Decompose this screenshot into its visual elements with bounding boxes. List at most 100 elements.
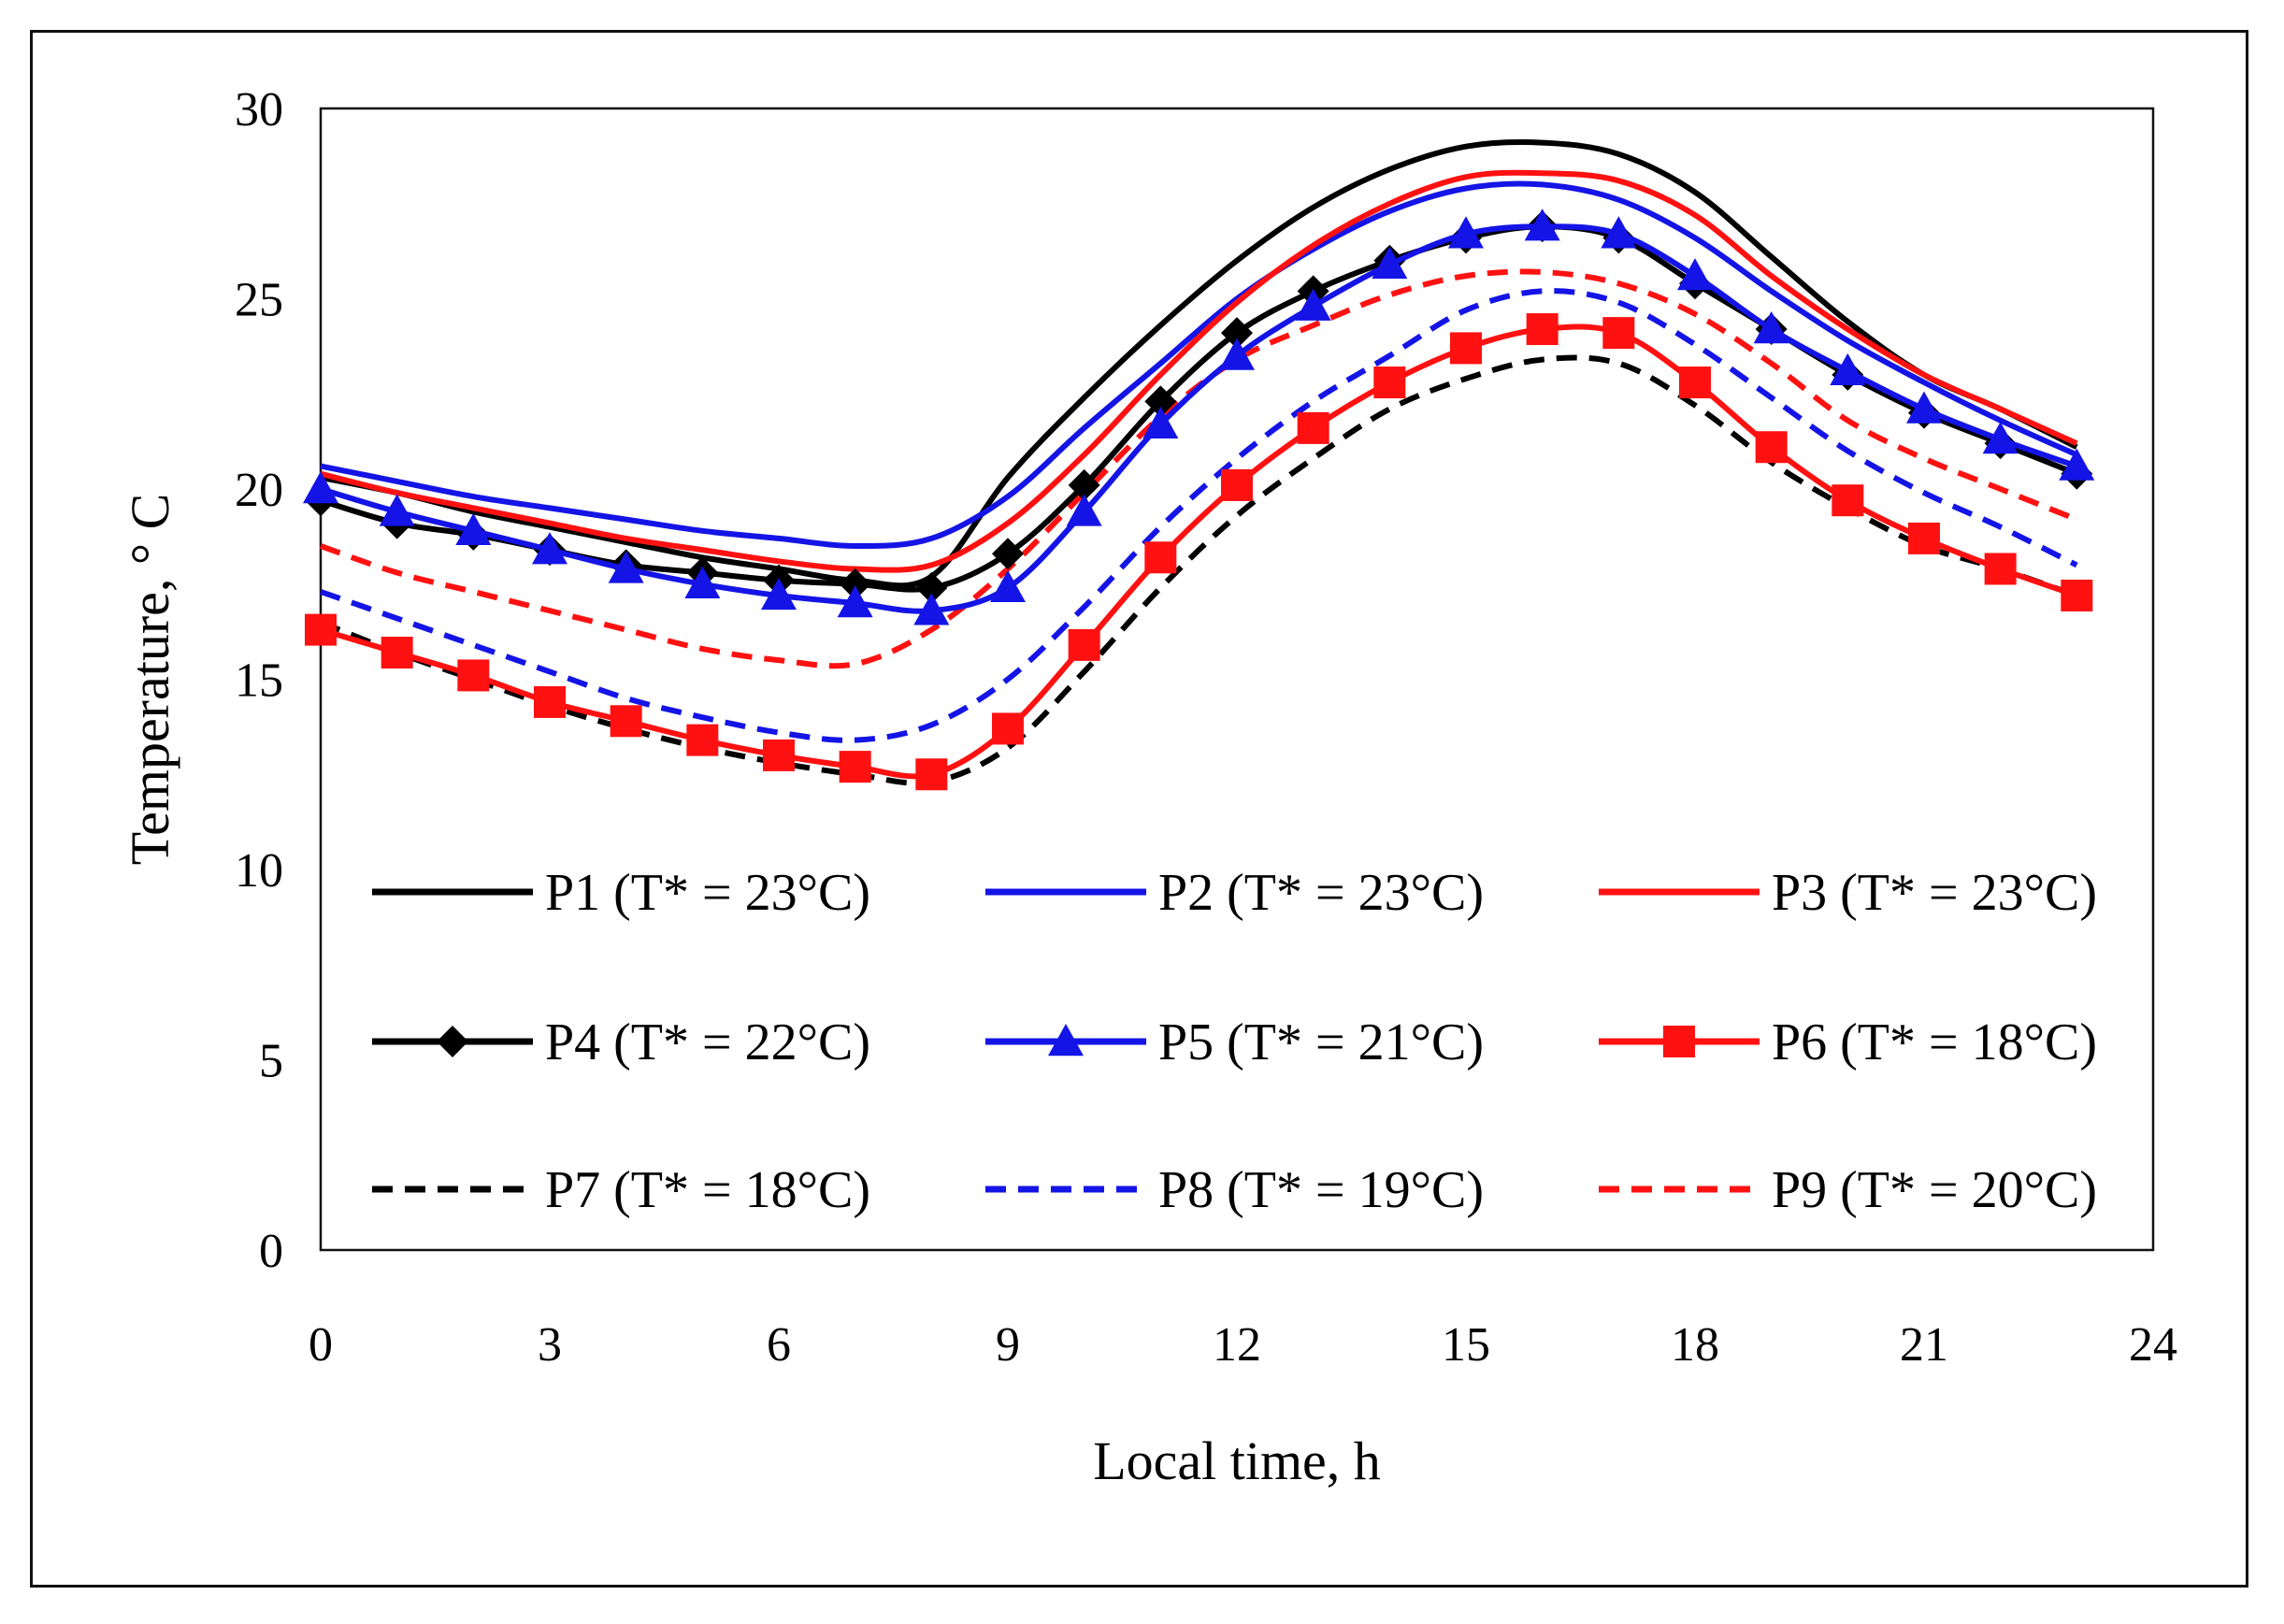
series-p1: [320, 139, 2078, 589]
legend-entry-p7: P7 (T* = 18°C): [372, 1161, 870, 1219]
series-p6-point: [1526, 313, 1559, 346]
series-p4-point: [915, 571, 948, 604]
series-p6-point: [381, 637, 413, 669]
y-tick-label: 20: [235, 464, 283, 517]
legend-marker: [1663, 1026, 1695, 1057]
y-tick-label: 30: [235, 83, 283, 137]
axes: 0 5 10 15 20 25 30 0 3 6 9 12 15 18 21 24 Local time, h T…: [120, 83, 2177, 1491]
series-p5-point: [1982, 422, 2018, 454]
series-p6: [305, 313, 2093, 791]
series-p4-point: [1068, 468, 1100, 501]
legend-entry-p3: P3 (T* = 23°C): [1599, 864, 2097, 922]
plot-area-border: [319, 107, 2155, 1252]
series-p6-point: [686, 724, 719, 756]
series-p5-point: [1601, 216, 1637, 249]
series-p7-line: [319, 354, 2078, 786]
series-p7: [319, 354, 2078, 786]
series-p2-line: [320, 180, 2078, 550]
legend-label: P1 (T* = 23°C): [545, 864, 870, 922]
series-p5-point: [379, 494, 415, 526]
y-tick-label: 25: [235, 274, 283, 327]
x-tick-label: 3: [538, 1318, 562, 1372]
series-p5-point: [990, 569, 1026, 603]
series-p5-point: [1066, 494, 1102, 526]
legend-entry-p8: P8 (T* = 19°C): [985, 1161, 1484, 1219]
series-p6-point: [1221, 468, 1253, 501]
series-p1-line: [320, 139, 2078, 589]
series-p5-point: [684, 566, 721, 598]
series-p6-point: [992, 712, 1024, 745]
legend-entry-p9: P9 (T* = 20°C): [1599, 1161, 2097, 1219]
legend-label: P5 (T* = 21°C): [1158, 1013, 1484, 1071]
series-p4-point: [992, 538, 1024, 570]
series-p6-point: [1679, 366, 1711, 399]
series-p3: [320, 169, 2078, 573]
series-p4-point: [839, 568, 871, 600]
series-p6-point: [763, 739, 795, 771]
series-p8-line: [320, 288, 2078, 743]
series-p6-point: [1373, 366, 1406, 399]
series-p5-point: [608, 551, 644, 583]
series-p6-point: [610, 705, 642, 738]
series-p6-point: [839, 751, 871, 783]
x-tick-label: 9: [996, 1318, 1020, 1372]
series-p5-point: [1219, 338, 1255, 370]
series-p5-point: [303, 471, 338, 504]
series-p6-point: [1832, 484, 1864, 517]
legend-label: P7 (T* = 18°C): [545, 1161, 870, 1219]
series-p5-point: [2059, 448, 2095, 481]
x-tick-label: 15: [1442, 1318, 1490, 1372]
legend-marker: [1048, 1024, 1084, 1056]
legend-entry-p6: P6 (T* = 18°C): [1599, 1013, 2097, 1071]
y-axis-title: Temperature, ° C: [120, 494, 180, 866]
y-tick-label: 10: [235, 844, 283, 898]
series-p5-point: [761, 577, 797, 611]
series-p5-point: [1524, 208, 1560, 241]
x-tick-label: 24: [2129, 1318, 2177, 1372]
series-p5-point: [1448, 216, 1484, 249]
series-p6-point: [534, 685, 566, 718]
chart-frame: [30, 30, 2248, 1588]
series-p5-point: [1906, 391, 1942, 424]
series-p6-point: [1602, 317, 1635, 350]
series-p6-point: [915, 758, 948, 791]
legend-label: P2 (T* = 23°C): [1158, 864, 1484, 922]
series-p5-point: [1830, 352, 1866, 386]
series-p6-point: [1984, 553, 2017, 585]
series-p6-point: [2061, 579, 2093, 611]
series-p6-point: [1068, 628, 1100, 661]
plot-area: [319, 107, 2155, 1252]
legend-label: P9 (T* = 20°C): [1772, 1161, 2097, 1219]
series-p6-point: [305, 613, 337, 646]
y-tick-label: 5: [259, 1035, 283, 1088]
x-tick-label: 12: [1213, 1318, 1261, 1372]
legend-marker: [437, 1026, 468, 1057]
y-tick-label: 15: [235, 654, 283, 708]
series-p6-point: [1908, 522, 1940, 554]
legend: P1 (T* = 23°C) P2 (T* = 23°C) P3 (T* = 23°…: [372, 864, 2097, 1219]
series-p6-point: [1450, 332, 1482, 365]
legend-entry-p4: P4 (T* = 22°C): [372, 1013, 870, 1071]
series-p6-point: [1144, 541, 1177, 574]
legend-label: P3 (T* = 23°C): [1772, 864, 2097, 922]
legend-label: P8 (T* = 19°C): [1158, 1161, 1484, 1219]
x-tick-label: 6: [767, 1318, 791, 1372]
series-p6-point: [457, 659, 490, 692]
series-p2: [320, 180, 2078, 550]
series-p5-point: [1295, 288, 1331, 321]
x-axis-title: Local time, h: [1093, 1430, 1381, 1491]
series-p5-point: [532, 532, 567, 565]
legend-label: P4 (T* = 22°C): [545, 1013, 870, 1071]
series-p4-point: [1221, 317, 1253, 350]
x-tick-label: 0: [309, 1318, 333, 1372]
x-tick-label: 18: [1671, 1318, 1719, 1372]
x-tick-label: 21: [1900, 1318, 1948, 1372]
series-p5-point: [455, 512, 492, 545]
legend-label: P6 (T* = 18°C): [1772, 1013, 2097, 1071]
series-p5-point: [913, 593, 950, 625]
series-p5-point: [1677, 258, 1713, 291]
legend-entry-p1: P1 (T* = 23°C): [372, 864, 870, 922]
series-p6-point: [1755, 431, 1788, 464]
series-p5: [303, 208, 2095, 625]
